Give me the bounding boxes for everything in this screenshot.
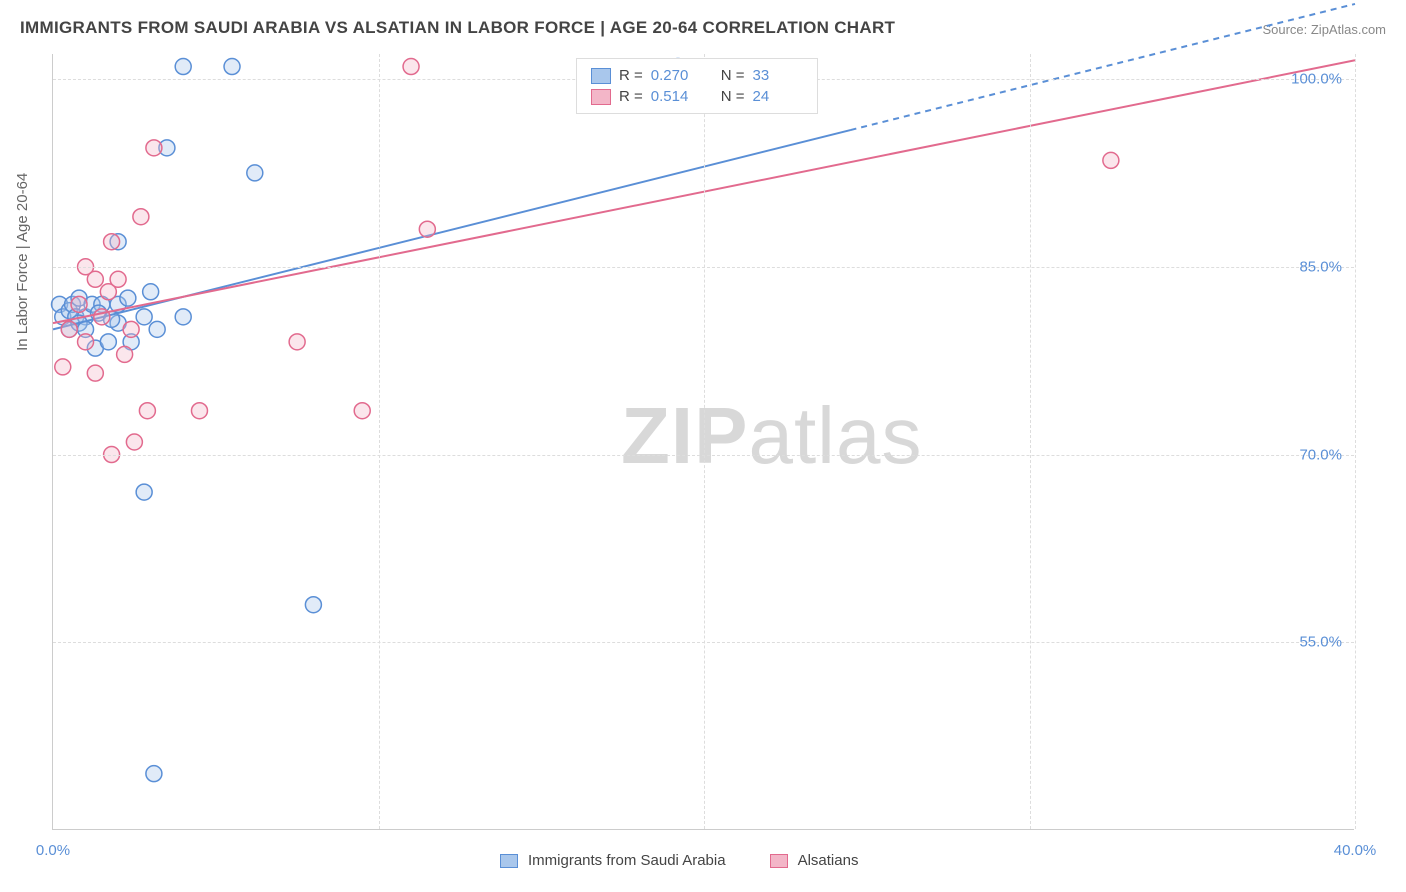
source-label: Source: ZipAtlas.com bbox=[1262, 22, 1386, 37]
bottom-swatch-0 bbox=[500, 854, 518, 868]
y-tick-label: 85.0% bbox=[1299, 258, 1342, 275]
chart-title: IMMIGRANTS FROM SAUDI ARABIA VS ALSATIAN… bbox=[20, 18, 895, 38]
swatch-series-0 bbox=[591, 68, 611, 84]
r-value-1: 0.514 bbox=[651, 88, 701, 105]
n-label-0: N = bbox=[721, 67, 745, 84]
plot-area: ZIPatlas 100.0%85.0%70.0%55.0%0.0%40.0% bbox=[52, 54, 1354, 830]
n-value-1: 24 bbox=[753, 88, 803, 105]
y-tick-label: 70.0% bbox=[1299, 446, 1342, 463]
n-value-0: 33 bbox=[753, 67, 803, 84]
n-label-1: N = bbox=[721, 88, 745, 105]
x-tick-label: 40.0% bbox=[1334, 842, 1377, 859]
y-tick-label: 55.0% bbox=[1299, 634, 1342, 651]
stats-legend-row-0: R = 0.270 N = 33 bbox=[591, 65, 803, 86]
y-tick-label: 100.0% bbox=[1291, 71, 1342, 88]
y-axis-title: In Labor Force | Age 20-64 bbox=[14, 173, 31, 351]
r-label-1: R = bbox=[619, 88, 643, 105]
swatch-series-1 bbox=[591, 89, 611, 105]
stats-legend: R = 0.270 N = 33 R = 0.514 N = 24 bbox=[576, 58, 818, 114]
bottom-label-0: Immigrants from Saudi Arabia bbox=[528, 852, 726, 869]
r-label-0: R = bbox=[619, 67, 643, 84]
bottom-swatch-1 bbox=[770, 854, 788, 868]
stats-legend-row-1: R = 0.514 N = 24 bbox=[591, 86, 803, 107]
x-tick-label: 0.0% bbox=[36, 842, 70, 859]
bottom-label-1: Alsatians bbox=[798, 852, 859, 869]
bottom-legend: Immigrants from Saudi Arabia Alsatians bbox=[500, 852, 858, 869]
r-value-0: 0.270 bbox=[651, 67, 701, 84]
